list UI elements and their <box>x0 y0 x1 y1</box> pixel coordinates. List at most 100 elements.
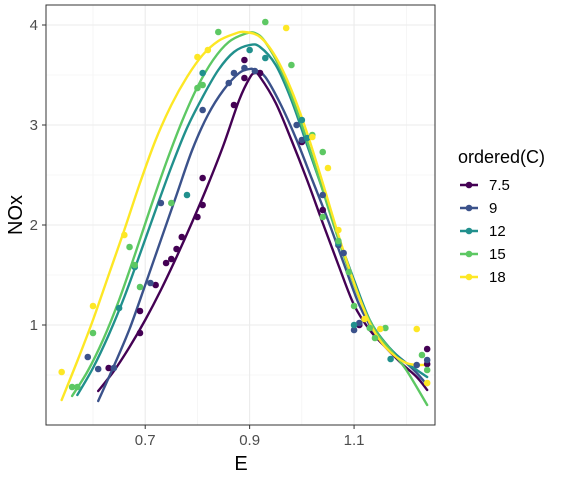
data-point <box>423 345 431 353</box>
grid <box>46 5 435 425</box>
data-point <box>199 81 206 89</box>
data-point <box>340 249 347 257</box>
data-point <box>371 334 379 342</box>
data-point <box>298 116 306 124</box>
legend-label: 7.5 <box>489 177 510 194</box>
data-point <box>241 56 248 64</box>
data-point <box>366 324 374 332</box>
data-point <box>199 69 206 77</box>
legend-key-point <box>465 204 473 212</box>
y-axis: 1 2 3 4 <box>30 17 46 334</box>
legend-key-point <box>465 273 473 281</box>
data-point <box>89 302 97 310</box>
data-point <box>418 351 426 359</box>
data-point <box>194 213 201 221</box>
y-tick-label: 3 <box>30 117 38 134</box>
data-point <box>423 356 431 364</box>
legend-key-point <box>465 227 473 235</box>
data-point <box>105 364 112 372</box>
data-point <box>199 201 206 209</box>
data-point <box>121 231 128 239</box>
data-point <box>178 233 186 241</box>
data-point <box>194 53 201 61</box>
y-tick-label: 2 <box>30 217 38 234</box>
data-point <box>84 353 92 361</box>
data-point <box>345 268 353 276</box>
data-point <box>376 325 384 333</box>
data-point <box>152 281 159 289</box>
data-point <box>282 24 290 32</box>
data-point <box>230 101 238 109</box>
y-tick-label: 4 <box>30 17 38 34</box>
y-tick-label: 1 <box>30 317 38 334</box>
data-points <box>58 18 431 391</box>
panel-border <box>45 4 436 426</box>
data-point <box>89 329 97 337</box>
data-point <box>215 28 222 36</box>
data-point <box>324 164 332 172</box>
data-point <box>303 134 311 142</box>
data-point <box>131 261 139 269</box>
data-point <box>413 325 421 333</box>
data-point <box>256 69 264 77</box>
data-point <box>199 174 206 182</box>
legend-label: 12 <box>489 223 506 240</box>
data-point <box>251 67 259 75</box>
data-point <box>168 255 175 263</box>
data-point <box>74 383 81 391</box>
data-point <box>162 259 170 267</box>
data-point <box>288 61 295 69</box>
legend-key-point <box>465 250 473 258</box>
data-point <box>246 46 253 54</box>
data-point <box>204 46 212 54</box>
data-point <box>335 226 342 234</box>
legend-key-point <box>465 181 473 189</box>
data-point <box>58 368 65 376</box>
data-point <box>136 283 144 291</box>
legend-label: 9 <box>489 200 497 217</box>
data-point <box>355 319 363 327</box>
data-point <box>350 302 358 310</box>
data-point <box>413 361 421 369</box>
x-tick-label: 0.9 <box>239 432 260 449</box>
data-point <box>361 315 368 323</box>
data-point <box>115 304 123 312</box>
data-point <box>423 366 431 374</box>
legend-label: 15 <box>489 246 506 263</box>
legend-title: ordered(C) <box>458 147 545 167</box>
data-point <box>136 329 144 337</box>
data-point <box>241 74 248 82</box>
data-point <box>173 245 180 253</box>
data-point <box>168 199 175 207</box>
data-point <box>183 191 191 199</box>
data-point <box>335 237 342 245</box>
data-point <box>298 136 306 144</box>
x-tick-label: 1.1 <box>344 432 365 449</box>
data-point <box>350 321 358 329</box>
x-axis: 0.7 0.9 1.1 <box>135 425 365 449</box>
data-point <box>319 206 327 214</box>
data-point <box>319 213 327 221</box>
data-point <box>126 243 133 251</box>
data-point <box>262 54 269 62</box>
x-tick-label: 0.7 <box>135 432 156 449</box>
data-point <box>110 364 118 372</box>
data-point <box>225 79 233 87</box>
data-point <box>423 379 431 387</box>
data-point <box>68 383 76 391</box>
data-point <box>308 133 316 141</box>
data-point <box>136 307 144 315</box>
data-point <box>262 18 269 26</box>
data-point <box>147 279 154 287</box>
data-point <box>319 148 327 156</box>
data-point <box>157 199 165 207</box>
legend-label: 18 <box>489 269 506 286</box>
data-point <box>194 84 201 92</box>
x-axis-title: E <box>234 453 247 475</box>
data-point <box>319 191 327 199</box>
data-point <box>230 69 238 77</box>
data-point <box>241 64 248 72</box>
data-point <box>387 355 394 363</box>
data-point <box>199 106 206 114</box>
